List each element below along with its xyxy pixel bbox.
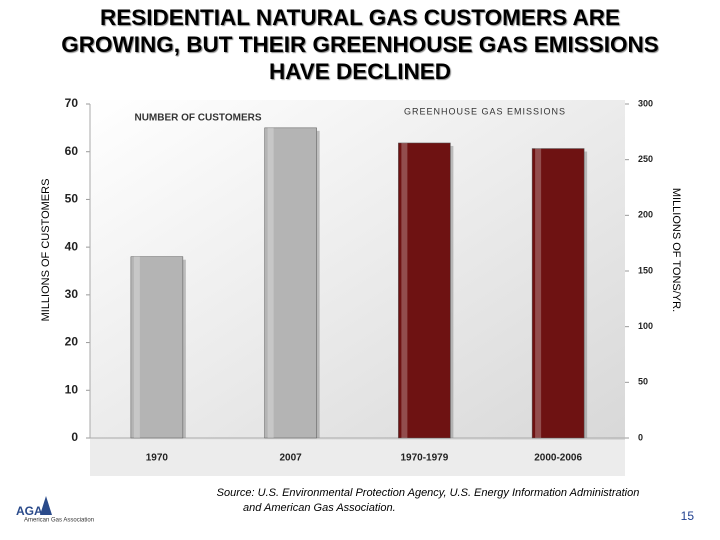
series-label: GREENHOUSE GAS EMISSIONS (404, 106, 566, 116)
y2-tick-label: 200 (638, 210, 653, 220)
bar-highlight (401, 142, 408, 438)
bar (398, 142, 451, 439)
y2-tick-label: 250 (638, 154, 653, 164)
source-text: and American Gas Association. (243, 502, 396, 514)
y2-axis-label: MILLIONS OF TONS/YR. (670, 188, 682, 312)
series-label: NUMBER OF CUSTOMERS (134, 113, 261, 124)
bar-highlight (267, 127, 274, 438)
title: RESIDENTIAL NATURAL GAS CUSTOMERS ARE GR… (61, 5, 659, 84)
bar (531, 148, 585, 439)
y-tick-label: 10 (65, 382, 79, 396)
bar-highlight (535, 148, 542, 439)
y2-tick-label: 300 (638, 98, 653, 108)
category-band (90, 440, 625, 476)
source-text: Source: U.S. Environmental Protection Ag… (217, 487, 640, 499)
bar (264, 127, 317, 439)
logo-icon (40, 496, 52, 515)
y-tick-label: 70 (65, 96, 79, 110)
y2-tick-label: 100 (638, 321, 653, 331)
y-tick-label: 50 (65, 192, 79, 206)
y2-tick-label: 0 (638, 432, 643, 442)
x-tick-label: 1970 (146, 453, 169, 464)
y-tick-label: 20 (65, 335, 79, 349)
page-number: 15 (681, 509, 695, 523)
logo-mark: AGA (16, 504, 43, 518)
logo-name: American Gas Association (24, 518, 94, 524)
bar-highlight (133, 256, 140, 438)
y-tick-label: 60 (65, 144, 79, 158)
y-tick-label: 30 (65, 287, 79, 301)
y2-tick-label: 150 (638, 265, 653, 275)
y2-tick-label: 50 (638, 377, 648, 387)
x-tick-label: 2007 (280, 453, 303, 464)
x-tick-label: 2000-2006 (534, 453, 582, 464)
bar (130, 256, 184, 439)
y-axis-label: MILLIONS OF CUSTOMERS (40, 179, 52, 322)
x-tick-label: 1970-1979 (400, 453, 448, 464)
y-tick-label: 0 (71, 430, 78, 444)
y-tick-label: 40 (65, 239, 79, 253)
